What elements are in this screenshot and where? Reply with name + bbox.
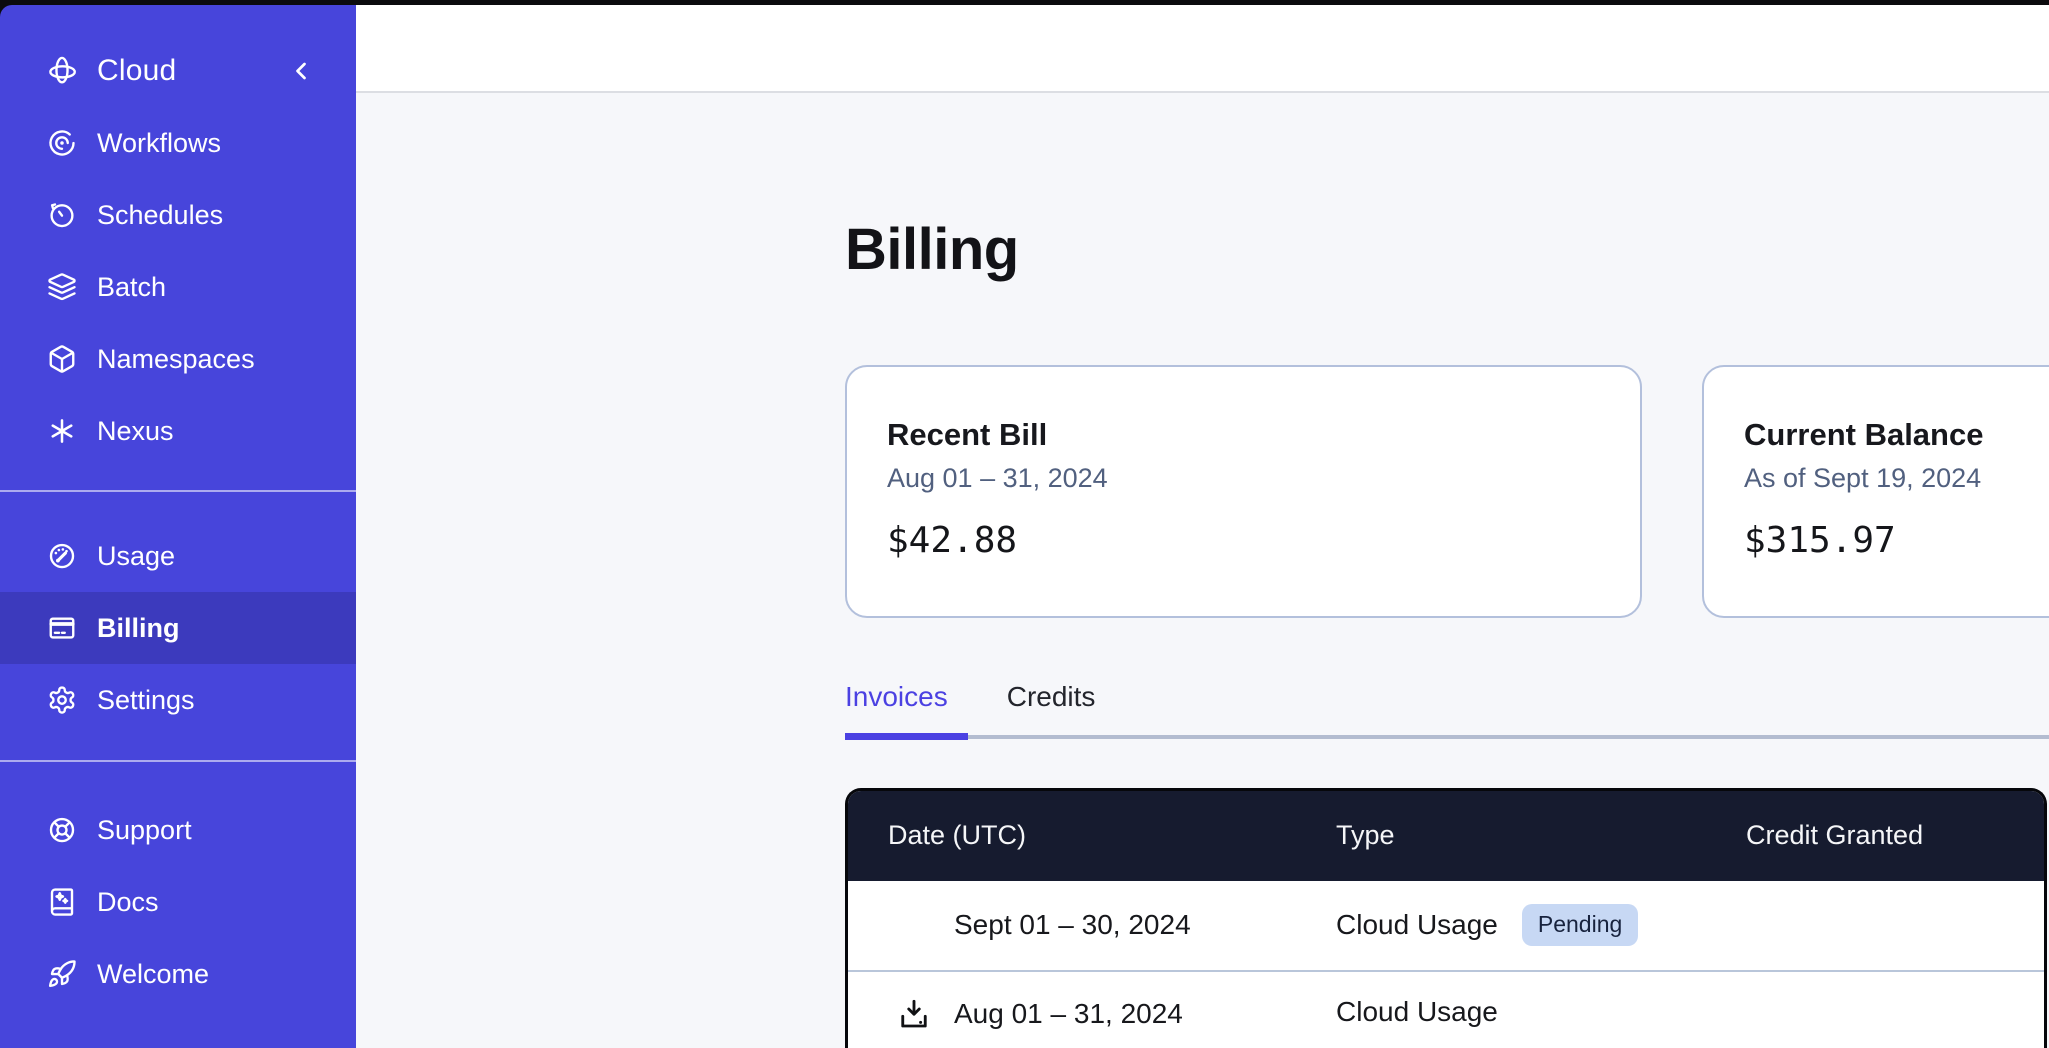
sidebar-divider (0, 760, 356, 762)
sidebar-brand: Cloud (0, 35, 356, 107)
card-as-of-date: As of Sept 19, 2024 (1744, 462, 1982, 493)
invoice-date-cell: Sept 01 – 30, 2024 (888, 909, 1336, 941)
temporal-logo-icon (45, 54, 79, 88)
sidebar-item-label: Usage (97, 540, 176, 571)
invoice-type-cell: Cloud Usage Pending (1336, 904, 1746, 946)
sidebar-item-label: Settings (97, 684, 195, 715)
invoice-type: Cloud Usage (1336, 995, 1498, 1027)
card-period: Aug 01 – 31, 2024 (887, 462, 1108, 493)
sidebar-item-label: Welcome (97, 958, 210, 989)
invoice-type-cell: Cloud Usage (1336, 996, 1746, 1028)
sidebar-item-nexus[interactable]: Nexus (0, 395, 356, 467)
sidebar-item-schedules[interactable]: Schedules (0, 179, 356, 251)
current-balance-card: Current Balance As of Sept 19, 2024 $315… (1702, 364, 2049, 618)
tab-baseline (845, 734, 2049, 739)
workflows-spiral-icon (47, 128, 77, 158)
billing-page: Billing Recent Bill Aug 01 – 31, 2024 $4… (356, 93, 2049, 1048)
sidebar-item-billing[interactable]: Billing (0, 592, 356, 664)
column-header-date: Date (UTC) (888, 820, 1027, 851)
sidebar-item-docs[interactable]: Docs (0, 866, 356, 938)
namespaces-cube-icon (47, 344, 77, 374)
card-amount: $42.88 (887, 519, 1018, 561)
sidebar: Cloud Workflows (0, 5, 356, 1048)
card-title: Recent Bill (887, 416, 1048, 452)
app-window: Cloud Workflows (0, 5, 2049, 1048)
column-header-type: Type (1336, 820, 1395, 851)
main-area: Billing Recent Bill Aug 01 – 31, 2024 $4… (356, 5, 2049, 1048)
sidebar-item-label: Schedules (97, 199, 224, 230)
brand-label: Cloud (97, 54, 177, 87)
download-invoice-icon[interactable] (896, 996, 954, 1032)
invoice-date: Aug 01 – 31, 2024 (954, 997, 1183, 1029)
tab-invoices[interactable]: Invoices (845, 681, 968, 740)
sidebar-item-label: Batch (97, 271, 167, 302)
usage-gauge-icon (47, 541, 77, 571)
settings-gear-icon (47, 685, 77, 715)
table-row: Aug 01 – 31, 2024 Cloud Usage (848, 969, 2044, 1048)
schedules-timer-icon (47, 200, 77, 230)
sidebar-item-label: Docs (97, 886, 159, 917)
sidebar-item-label: Nexus (97, 415, 174, 446)
sidebar-item-namespaces[interactable]: Namespaces (0, 323, 356, 395)
recent-bill-card: Recent Bill Aug 01 – 31, 2024 $42.88 (845, 364, 1642, 618)
sidebar-item-welcome[interactable]: Welcome (0, 938, 356, 1010)
sidebar-item-label: Workflows (97, 127, 222, 158)
status-badge-pending: Pending (1521, 904, 1639, 946)
docs-book-icon (47, 887, 77, 917)
page-title: Billing (845, 217, 1019, 282)
top-bar (356, 5, 2049, 93)
card-amount: $315.97 (1744, 519, 1896, 561)
sidebar-item-label: Namespaces (97, 343, 255, 374)
sidebar-item-usage[interactable]: Usage (0, 520, 356, 592)
sidebar-divider (0, 490, 356, 492)
sidebar-item-batch[interactable]: Batch (0, 251, 356, 323)
invoice-date-cell: Aug 01 – 31, 2024 (888, 996, 1336, 1032)
batch-layers-icon (47, 272, 77, 302)
summary-cards: Recent Bill Aug 01 – 31, 2024 $42.88 Cur… (845, 364, 2049, 618)
table-header: Date (UTC) Type Credit Granted (848, 790, 2044, 881)
billing-tabs: Invoices Credits (845, 681, 2049, 740)
sidebar-item-label: Support (97, 814, 192, 845)
sidebar-item-workflows[interactable]: Workflows (0, 107, 356, 179)
billing-card-icon (47, 613, 77, 643)
sidebar-item-label: Billing (97, 612, 180, 643)
support-lifebuoy-icon (47, 815, 77, 845)
sidebar-item-settings[interactable]: Settings (0, 664, 356, 736)
tab-credits[interactable]: Credits (1006, 680, 1096, 712)
invoice-type: Cloud Usage (1336, 909, 1498, 941)
welcome-rocket-icon (47, 959, 77, 989)
column-header-credit-granted: Credit Granted (1746, 820, 1924, 851)
invoice-date: Sept 01 – 30, 2024 (954, 909, 1191, 941)
chevron-left-icon[interactable] (286, 56, 316, 86)
card-title: Current Balance (1744, 416, 1984, 452)
invoices-table: Date (UTC) Type Credit Granted Sept 01 –… (845, 787, 2047, 1048)
sidebar-item-support[interactable]: Support (0, 794, 356, 866)
table-row: Sept 01 – 30, 2024 Cloud Usage Pending (848, 880, 2044, 970)
nexus-asterisk-icon (47, 416, 77, 446)
